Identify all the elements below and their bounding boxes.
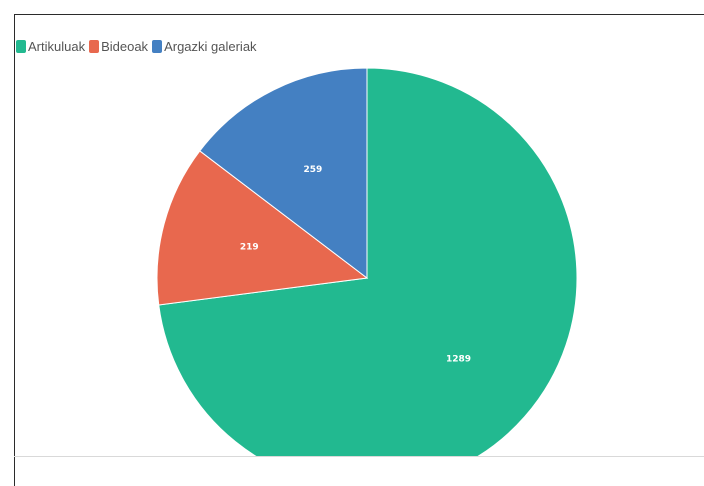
legend-item-argazki-galeriak[interactable]: Argazki galeriak <box>152 39 257 54</box>
chart-frame-bottom-edge <box>14 456 704 457</box>
pie-slice-bideoak[interactable] <box>156 150 369 306</box>
legend-label-argazki-galeriak: Argazki galeriak <box>164 38 257 54</box>
chart-legend: Artikuluak Bideoak Argazki galeriak <box>16 37 257 55</box>
pie-labels: 1289 219 259 <box>240 165 471 365</box>
pie-slice-argazki-galeriak[interactable] <box>199 67 368 280</box>
legend-swatch-bideoak <box>89 39 100 53</box>
pie-slice-artikuluak[interactable] <box>158 67 578 486</box>
legend-item-bideoak[interactable]: Bideoak <box>89 39 148 54</box>
legend-item-artikuluak[interactable]: Artikuluak <box>16 39 85 54</box>
pie-value-label-argazki-galeriak: 259 <box>303 165 322 175</box>
pie-value-label-artikuluak: 1289 <box>446 354 471 364</box>
legend-swatch-artikuluak <box>16 39 26 53</box>
legend-label-artikuluak: Artikuluak <box>28 38 86 54</box>
pie-slices <box>156 67 578 486</box>
pie-value-label-bideoak: 219 <box>240 243 259 253</box>
legend-label-bideoak: Bideoak <box>101 38 149 54</box>
legend-swatch-argazki-galeriak <box>152 39 163 53</box>
